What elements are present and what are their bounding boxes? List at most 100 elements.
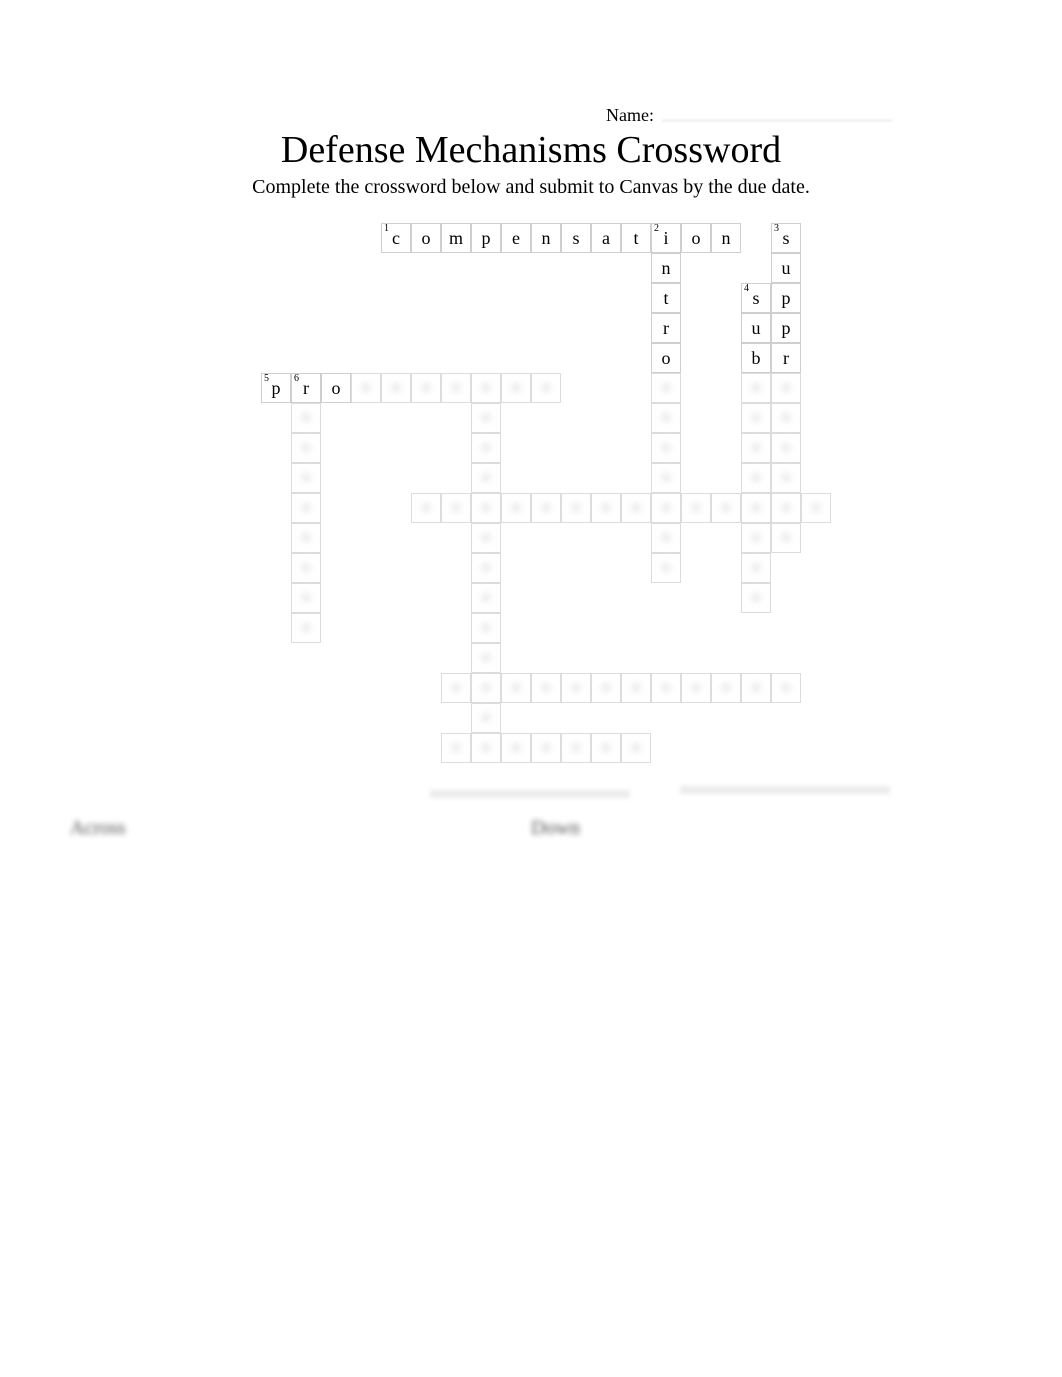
crossword-cell[interactable]: • [741,583,771,613]
crossword-cell[interactable]: • [291,403,321,433]
crossword-cell[interactable]: 6r [291,373,321,403]
crossword-cell[interactable]: • [741,433,771,463]
crossword-cell[interactable]: • [291,493,321,523]
crossword-cell[interactable]: • [651,373,681,403]
crossword-cell[interactable]: • [501,733,531,763]
crossword-cell[interactable]: u [771,253,801,283]
crossword-cell[interactable]: • [771,493,801,523]
crossword-cell[interactable]: • [651,493,681,523]
crossword-cell[interactable]: • [291,523,321,553]
crossword-cell[interactable]: • [651,553,681,583]
crossword-cell[interactable]: • [531,673,561,703]
crossword-cell[interactable]: • [531,493,561,523]
crossword-cell[interactable]: o [651,343,681,373]
crossword-cell[interactable]: • [771,673,801,703]
crossword-cell[interactable]: • [741,403,771,433]
crossword-cell[interactable]: s [561,223,591,253]
crossword-cell[interactable]: • [681,493,711,523]
crossword-cell[interactable]: n [651,253,681,283]
crossword-cell[interactable]: • [471,733,501,763]
crossword-cell[interactable]: 3s [771,223,801,253]
crossword-cell[interactable]: • [471,523,501,553]
crossword-cell[interactable]: o [411,223,441,253]
crossword-cell[interactable]: • [291,553,321,583]
crossword-cell[interactable]: 2i [651,223,681,253]
crossword-cell[interactable]: • [771,463,801,493]
crossword-cell[interactable]: • [291,463,321,493]
crossword-cell[interactable]: • [531,733,561,763]
crossword-cell[interactable]: • [471,703,501,733]
crossword-cell[interactable]: • [471,583,501,613]
crossword-cell[interactable]: • [651,463,681,493]
crossword-cell[interactable]: • [471,373,501,403]
crossword-cell[interactable]: r [651,313,681,343]
crossword-cell[interactable]: • [471,553,501,583]
crossword-cell[interactable]: • [471,673,501,703]
crossword-cell[interactable]: • [681,673,711,703]
crossword-cell[interactable]: m [441,223,471,253]
crossword-cell[interactable]: • [351,373,381,403]
crossword-cell[interactable]: • [741,493,771,523]
crossword-cell[interactable]: • [771,433,801,463]
crossword-cell[interactable]: • [441,373,471,403]
crossword-cell[interactable]: • [531,373,561,403]
crossword-cell[interactable]: o [681,223,711,253]
crossword-cell[interactable]: • [771,403,801,433]
crossword-cell[interactable]: b [741,343,771,373]
crossword-cell[interactable]: • [771,373,801,403]
crossword-cell[interactable]: a [591,223,621,253]
crossword-cell[interactable]: 4s [741,283,771,313]
crossword-cell[interactable]: p [471,223,501,253]
crossword-cell[interactable]: • [291,583,321,613]
crossword-cell[interactable]: • [561,493,591,523]
crossword-cell[interactable]: • [441,493,471,523]
crossword-cell[interactable]: • [651,403,681,433]
crossword-cell[interactable]: • [621,733,651,763]
crossword-cell[interactable]: t [651,283,681,313]
crossword-cell[interactable]: • [471,493,501,523]
crossword-cell[interactable]: • [501,373,531,403]
crossword-cell[interactable]: • [471,403,501,433]
crossword-cell[interactable]: • [291,433,321,463]
crossword-cell[interactable]: • [741,523,771,553]
crossword-cell[interactable]: • [441,733,471,763]
crossword-cell[interactable]: o [321,373,351,403]
crossword-cell[interactable]: • [411,373,441,403]
crossword-cell[interactable]: • [651,523,681,553]
crossword-cell[interactable]: • [411,493,441,523]
crossword-cell[interactable]: • [741,373,771,403]
crossword-cell[interactable]: u [741,313,771,343]
crossword-cell[interactable]: n [711,223,741,253]
crossword-cell[interactable]: • [771,523,801,553]
crossword-cell[interactable]: • [471,433,501,463]
crossword-cell[interactable]: • [711,673,741,703]
crossword-cell[interactable]: • [741,673,771,703]
crossword-cell[interactable]: • [591,493,621,523]
crossword-cell[interactable]: • [621,493,651,523]
crossword-cell[interactable]: 5p [261,373,291,403]
crossword-cell[interactable]: e [501,223,531,253]
crossword-cell[interactable]: • [561,733,591,763]
crossword-cell[interactable]: • [651,673,681,703]
crossword-cell[interactable]: t [621,223,651,253]
crossword-cell[interactable]: • [501,493,531,523]
crossword-cell[interactable]: • [591,673,621,703]
crossword-cell[interactable]: • [471,643,501,673]
crossword-cell[interactable]: • [741,463,771,493]
crossword-cell[interactable]: • [591,733,621,763]
crossword-cell[interactable]: • [291,613,321,643]
crossword-cell[interactable]: • [621,673,651,703]
crossword-cell[interactable]: • [651,433,681,463]
crossword-cell[interactable]: n [531,223,561,253]
crossword-cell[interactable]: • [501,673,531,703]
crossword-cell[interactable]: 1c [381,223,411,253]
crossword-cell[interactable]: • [711,493,741,523]
crossword-cell[interactable]: p [771,313,801,343]
crossword-cell[interactable]: • [741,553,771,583]
name-input-line[interactable] [662,107,892,121]
crossword-cell[interactable]: • [471,463,501,493]
crossword-cell[interactable]: • [561,673,591,703]
crossword-cell[interactable]: r [771,343,801,373]
crossword-cell[interactable]: • [801,493,831,523]
crossword-cell[interactable]: • [441,673,471,703]
